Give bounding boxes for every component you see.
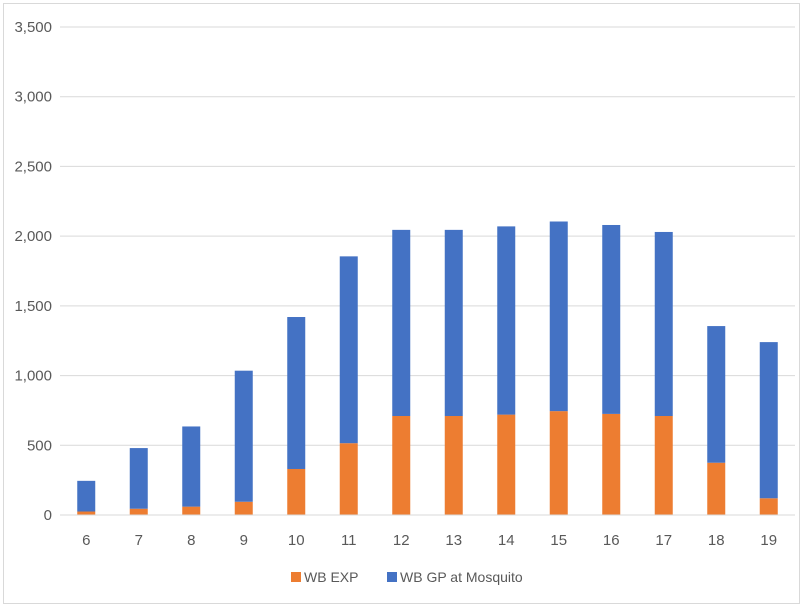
bar-wb-gp-at-mosquito: [392, 229, 411, 417]
bar-wb-exp: [549, 411, 568, 515]
bar-wb-exp: [497, 414, 516, 515]
bar-wb-gp-at-mosquito: [339, 256, 358, 444]
legend-swatch: [291, 572, 301, 582]
bar-wb-exp: [759, 498, 778, 515]
legend-swatch: [387, 572, 397, 582]
x-tick-label: 12: [393, 532, 410, 549]
bar-wb-exp: [182, 506, 201, 515]
bar-wb-exp: [602, 413, 621, 515]
bar-wb-gp-at-mosquito: [444, 229, 463, 417]
bar-wb-gp-at-mosquito: [497, 226, 516, 415]
x-tick-label: 9: [240, 532, 248, 549]
bar-wb-exp: [234, 501, 253, 515]
x-tick-label: 6: [82, 532, 90, 549]
bar-wb-gp-at-mosquito: [707, 326, 726, 463]
legend: WB EXP WB GP at Mosquito: [291, 569, 523, 585]
x-tick-label: 7: [135, 532, 143, 549]
bar-wb-gp-at-mosquito: [129, 448, 148, 509]
gridlines: [60, 26, 795, 446]
x-tick-label: 14: [498, 532, 515, 549]
bar-wb-exp: [77, 511, 96, 515]
x-tick-label: 11: [341, 532, 357, 549]
x-tick-label: 18: [708, 532, 725, 549]
y-tick-label: 3,500: [14, 19, 52, 36]
x-tick-label: 13: [445, 532, 462, 549]
bar-wb-gp-at-mosquito: [759, 342, 778, 499]
bar-wb-gp-at-mosquito: [234, 370, 253, 502]
bar-wb-gp-at-mosquito: [602, 224, 621, 414]
x-tick-label: 8: [187, 532, 195, 549]
y-axis: 0 500 1,000 1,500 2,000 2,500 3,000 3,500: [14, 19, 52, 524]
bar-wb-gp-at-mosquito: [77, 480, 96, 512]
y-tick-label: 1,000: [14, 368, 52, 385]
bar-wb-exp: [654, 416, 673, 515]
bar-wb-exp: [129, 508, 148, 515]
bar-wb-exp: [444, 416, 463, 515]
bar-wb-exp: [707, 462, 726, 515]
bar-wb-exp: [392, 416, 411, 515]
bar-wb-gp-at-mosquito: [549, 221, 568, 412]
bar-wb-gp-at-mosquito: [287, 317, 306, 469]
bar-wb-gp-at-mosquito: [182, 426, 201, 507]
x-tick-label: 17: [655, 532, 672, 549]
y-tick-label: 2,500: [14, 158, 52, 175]
legend-label: WB GP at Mosquito: [400, 569, 523, 585]
x-tick-label: 16: [603, 532, 620, 549]
y-tick-label: 2,000: [14, 228, 52, 245]
y-tick-label: 0: [44, 507, 52, 524]
bar-wb-exp: [287, 468, 306, 515]
x-axis: 6 7 8 9 10 11 12 13 14 15 16 17 18 19: [82, 532, 777, 549]
x-tick-label: 15: [550, 532, 567, 549]
bar-wb-gp-at-mosquito: [654, 231, 673, 417]
y-tick-label: 500: [27, 437, 52, 454]
legend-label: WB EXP: [304, 569, 358, 585]
y-tick-label: 3,000: [14, 89, 52, 106]
y-tick-label: 1,500: [14, 298, 52, 315]
bar-wb-exp: [339, 443, 358, 515]
x-tick-label: 10: [288, 532, 305, 549]
bars: [77, 221, 778, 515]
x-tick-label: 19: [760, 532, 777, 549]
